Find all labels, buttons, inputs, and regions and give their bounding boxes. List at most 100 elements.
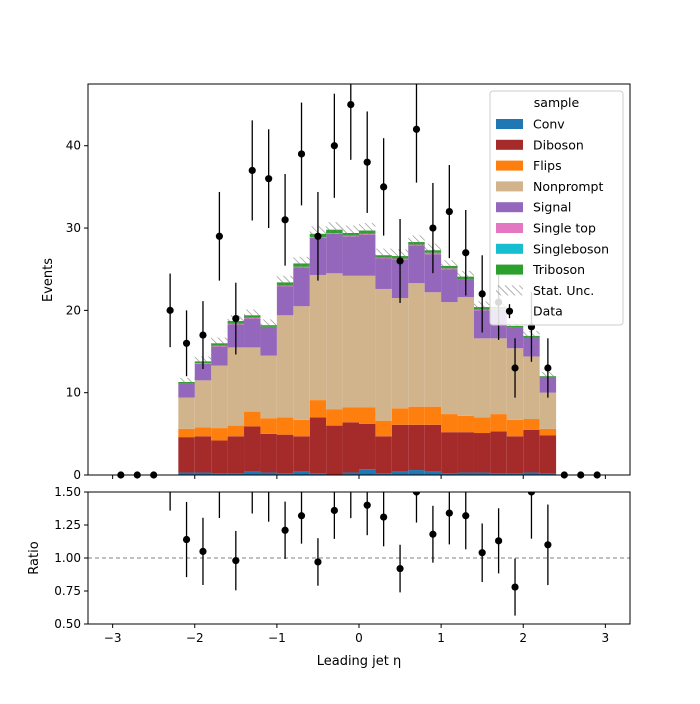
data-point-15 <box>363 158 371 166</box>
stat-unc-band-8 <box>244 309 261 322</box>
stack-bars <box>178 229 557 475</box>
ratio-y-ticks: 0.50 0.75 1.00 1.25 1.50 <box>54 485 88 631</box>
bar-diboson-9 <box>260 433 277 473</box>
bar-diboson-26 <box>539 435 557 474</box>
main-y-ticks: 0 10 20 30 40 <box>66 139 88 482</box>
bar-flips-16 <box>375 420 392 437</box>
bar-nonprompt-19 <box>424 292 442 407</box>
bar-nonprompt-16 <box>375 288 392 421</box>
main-panel: 0 10 20 30 40 Events sample Conv Diboson Flips N… <box>41 83 631 482</box>
bar-conv-22 <box>473 472 491 475</box>
data-point-21 <box>462 249 470 257</box>
stat-unc-band-13 <box>326 222 343 238</box>
bar-signal-18 <box>408 245 425 284</box>
bar-diboson-15 <box>359 423 376 470</box>
data-point-11 <box>297 150 306 158</box>
legend-swatch-1 <box>496 139 523 150</box>
data-point-19 <box>429 224 437 232</box>
bar-nonprompt-20 <box>441 302 458 415</box>
ratio-point-9 <box>314 558 322 566</box>
legend-entry-0: Conv <box>533 117 565 132</box>
ratio-xticks-label-5: 2 <box>519 631 527 645</box>
bar-flips-8 <box>244 411 261 427</box>
data-point-3 <box>166 306 174 314</box>
bar-signal-8 <box>244 318 261 348</box>
bar-diboson-4 <box>178 437 195 473</box>
legend-entry-9: Data <box>533 304 563 319</box>
data-point-16 <box>380 183 388 191</box>
ratio-point-13 <box>380 513 388 521</box>
legend: sample Conv Diboson Flips Nonprompt Signal Sin… <box>489 90 624 326</box>
ratio-point-15 <box>412 492 421 496</box>
bar-nonprompt-13 <box>326 273 343 410</box>
bar-flips-6 <box>211 428 228 441</box>
bar-diboson-6 <box>211 440 228 474</box>
ratio-point-12 <box>363 501 371 509</box>
stat-unc-band-24 <box>506 321 524 331</box>
data-point-6 <box>215 232 223 240</box>
bar-diboson-19 <box>424 424 442 472</box>
bar-nonprompt-22 <box>473 338 491 418</box>
bar-flips-21 <box>457 415 474 433</box>
bar-conv-4 <box>178 472 195 475</box>
bar-diboson-5 <box>194 436 212 473</box>
legend-swatch-5 <box>496 223 523 233</box>
legend-frame <box>489 90 624 326</box>
bar-diboson-8 <box>244 426 261 472</box>
bar-nonprompt-9 <box>260 355 277 419</box>
ratio-xticks-label-0: −3 <box>104 631 122 645</box>
bar-flips-18 <box>408 406 425 425</box>
ratio-xticks-label-1: −2 <box>186 631 204 645</box>
bar-signal-9 <box>260 326 277 356</box>
bar-conv-18 <box>408 470 425 475</box>
bar-flips-11 <box>293 419 310 437</box>
legend-swatch-0 <box>496 119 523 129</box>
ratio-yticks-label-3: 1.25 <box>54 518 81 532</box>
bar-nonprompt-11 <box>293 306 310 420</box>
legend-swatch-2 <box>496 160 523 171</box>
bar-conv-14 <box>342 472 359 475</box>
bar-nonprompt-7 <box>227 347 245 426</box>
bar-conv-9 <box>260 472 277 475</box>
bar-conv-12 <box>309 473 327 475</box>
bar-conv-10 <box>276 473 294 475</box>
ratio-point-8 <box>297 512 306 520</box>
ratio-point-4 <box>232 557 240 565</box>
bar-flips-23 <box>490 414 507 432</box>
bar-flips-25 <box>523 419 540 430</box>
ratio-point-14 <box>396 564 404 573</box>
bar-conv-8 <box>244 471 261 475</box>
legend-swatch-8 <box>496 285 523 296</box>
bar-diboson-23 <box>490 431 507 474</box>
bar-nonprompt-17 <box>391 298 409 409</box>
legend-entry-3: Nonprompt <box>533 179 603 194</box>
bar-conv-16 <box>375 473 392 475</box>
bar-nonprompt-23 <box>490 338 507 415</box>
ratio-point-21 <box>511 583 519 591</box>
ratio-xticks-label-4: 1 <box>437 631 445 645</box>
bar-nonprompt-18 <box>408 283 425 407</box>
ratio-yticks-label-0: 0.50 <box>54 617 81 631</box>
bar-diboson-7 <box>227 436 245 474</box>
stat-unc-band-9 <box>260 319 277 331</box>
bar-diboson-22 <box>473 433 491 473</box>
ratio-xticks-label-2: −1 <box>268 631 286 645</box>
bar-conv-19 <box>424 471 442 475</box>
bar-signal-10 <box>276 286 294 316</box>
ratio-point-10 <box>330 506 338 515</box>
bar-nonprompt-4 <box>178 397 195 429</box>
bar-diboson-14 <box>342 422 359 473</box>
legend-swatch-9 <box>505 307 514 315</box>
ratio-yticks-label-2: 1.00 <box>54 551 81 565</box>
main-yticks-label-1: 10 <box>66 386 81 400</box>
bar-flips-7 <box>227 425 245 437</box>
bar-conv-21 <box>457 472 474 475</box>
legend-swatch-6 <box>496 243 523 254</box>
data-point-14 <box>347 100 355 109</box>
bar-diboson-20 <box>441 432 458 474</box>
ratio-point-20 <box>495 537 503 545</box>
legend-entry-2: Flips <box>533 158 562 173</box>
data-point-26 <box>544 364 552 372</box>
legend-swatch-4 <box>496 202 523 213</box>
